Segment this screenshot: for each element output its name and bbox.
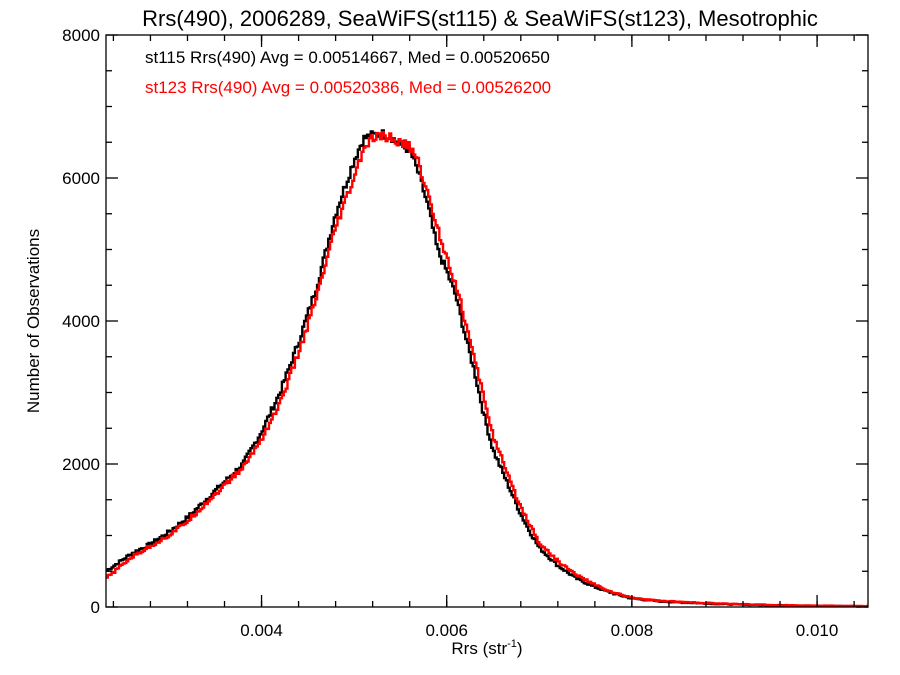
series-line-st115	[106, 129, 869, 608]
legend-entry-st115: st115 Rrs(490) Avg = 0.00514667, Med = 0…	[145, 48, 550, 67]
chart-title: Rrs(490), 2006289, SeaWiFS(st115) & SeaW…	[142, 6, 818, 31]
x-axis-label-main: Rrs (str	[451, 639, 507, 658]
y-tick-label: 4000	[62, 312, 100, 331]
y-axis: 0 2000 4000 6000 8000	[62, 26, 868, 617]
y-tick-label: 2000	[62, 455, 100, 474]
series-layer	[106, 129, 869, 608]
x-tick-label: 0.006	[425, 621, 468, 640]
y-tick-label: 8000	[62, 26, 100, 45]
x-axis: 0.004 0.006 0.008 0.010	[112, 35, 855, 640]
y-tick-label: 0	[91, 598, 100, 617]
legend-entry-st123: st123 Rrs(490) Avg = 0.00520386, Med = 0…	[145, 78, 551, 97]
series-line-st123	[106, 131, 869, 608]
y-tick-label: 6000	[62, 169, 100, 188]
x-axis-label: Rrs (str-1)	[451, 638, 522, 658]
y-axis-label: Number of Observations	[24, 229, 43, 413]
x-tick-label: 0.004	[240, 621, 283, 640]
x-axis-label-close: )	[517, 639, 523, 658]
plot-frame	[105, 34, 869, 608]
x-tick-label: 0.008	[611, 621, 654, 640]
x-tick-label: 0.010	[796, 621, 839, 640]
x-axis-label-superscript: -1	[507, 638, 517, 650]
